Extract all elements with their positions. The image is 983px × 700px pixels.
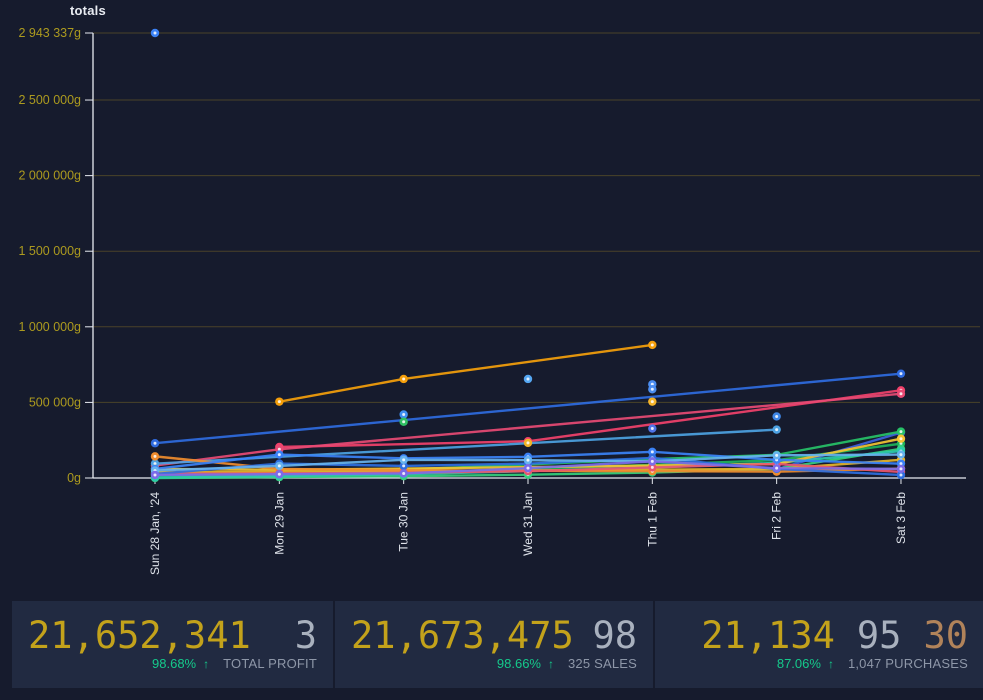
data-point-center bbox=[526, 377, 530, 381]
data-point-center bbox=[402, 458, 406, 462]
data-point-center bbox=[775, 453, 779, 457]
money-value: 21,134 95 30 bbox=[671, 613, 968, 657]
gold-amount: 21,652,341 bbox=[28, 613, 251, 657]
up-arrow-icon: ↑ bbox=[547, 656, 554, 671]
up-arrow-icon: ↑ bbox=[203, 656, 210, 671]
y-axis-label: 0g bbox=[67, 471, 81, 485]
series-line-blue-main[interactable] bbox=[153, 372, 903, 445]
data-point-center bbox=[402, 464, 406, 468]
y-axis-label: 2 943 337g bbox=[18, 26, 81, 40]
data-point-center bbox=[650, 450, 654, 454]
money-value: 21,673,475 98 bbox=[351, 613, 637, 657]
data-point-center bbox=[153, 473, 157, 477]
stat-panel-total-profit: 21,652,341 3 98.68% ↑ TOTAL PROFIT bbox=[12, 601, 333, 688]
data-point-center bbox=[650, 343, 654, 347]
copper-amount: 30 bbox=[923, 613, 968, 657]
data-point-center bbox=[775, 428, 779, 432]
x-axis-label: Fri 2 Feb bbox=[770, 492, 784, 540]
gold-amount: 21,134 bbox=[701, 613, 835, 657]
data-point-center bbox=[277, 447, 281, 451]
data-point-center bbox=[650, 465, 654, 469]
series-line-orange-main[interactable] bbox=[278, 343, 654, 403]
data-point-center bbox=[153, 454, 157, 458]
silver-amount: 3 bbox=[294, 613, 317, 657]
stat-subline: 87.06% ↑ 1,047 PURCHASES bbox=[671, 656, 968, 671]
y-axis-label: 1 500 000g bbox=[18, 244, 81, 258]
data-point-center bbox=[650, 387, 654, 391]
totals-chart[interactable]: 2 943 337g 2 500 000g 2 000 000g 1 500 000g… bbox=[0, 0, 983, 596]
data-point-center bbox=[153, 441, 157, 445]
stats-row: 21,652,341 3 98.68% ↑ TOTAL PROFIT 21,67… bbox=[12, 601, 983, 688]
data-point-center bbox=[277, 464, 281, 468]
data-point-center bbox=[526, 441, 530, 445]
data-point-center bbox=[526, 466, 530, 470]
data-point-center bbox=[402, 377, 406, 381]
up-arrow-icon: ↑ bbox=[827, 656, 834, 671]
x-axis-label: Thu 1 Feb bbox=[645, 492, 659, 547]
series-line-crimson-a[interactable] bbox=[278, 389, 903, 449]
data-point-center bbox=[650, 400, 654, 404]
data-point-center bbox=[277, 453, 281, 457]
stat-label: TOTAL PROFIT bbox=[223, 656, 317, 672]
data-point-center bbox=[650, 459, 654, 463]
x-axis-label: Sat 3 Feb bbox=[894, 492, 908, 544]
y-axis-label: 2 000 000g bbox=[18, 169, 81, 183]
x-axis-label: Wed 31 Jan bbox=[521, 492, 535, 556]
data-point-center bbox=[899, 453, 903, 457]
y-axis-label: 1 000 000g bbox=[18, 320, 81, 334]
data-point-center bbox=[153, 462, 157, 466]
data-point-center bbox=[277, 472, 281, 476]
silver-amount: 95 bbox=[856, 613, 902, 657]
data-point-center bbox=[402, 471, 406, 475]
data-point-center bbox=[402, 413, 406, 417]
data-point-center bbox=[402, 420, 406, 424]
percent-change: 98.68% bbox=[152, 656, 197, 672]
y-axis-label: 2 500 000g bbox=[18, 93, 81, 107]
data-point-center bbox=[650, 427, 654, 431]
x-axis-label: Mon 29 Jan bbox=[272, 492, 286, 555]
data-point-center bbox=[277, 400, 281, 404]
data-point-center bbox=[899, 467, 903, 471]
data-point-center bbox=[899, 392, 903, 396]
data-point-center bbox=[775, 414, 779, 418]
stat-panel-purchases: 21,134 95 30 87.06% ↑ 1,047 PURCHASES bbox=[655, 601, 983, 688]
stat-panel-sales: 21,673,475 98 98.66% ↑ 325 SALES bbox=[335, 601, 653, 688]
gold-amount: 21,673,475 bbox=[351, 613, 574, 657]
data-point-center bbox=[899, 442, 903, 446]
stat-subline: 98.66% ↑ 325 SALES bbox=[351, 656, 637, 671]
silver-amount: 98 bbox=[592, 613, 637, 657]
data-point-center bbox=[899, 430, 903, 434]
stat-label: 325 SALES bbox=[567, 656, 637, 672]
data-point-center bbox=[153, 31, 157, 35]
y-axis-label: 500 000g bbox=[29, 395, 81, 409]
x-axis-label: Tue 30 Jan bbox=[397, 492, 411, 552]
data-point-center bbox=[775, 466, 779, 470]
data-point-center bbox=[526, 458, 530, 462]
data-point-center bbox=[899, 462, 903, 466]
percent-change: 98.66% bbox=[496, 656, 541, 672]
data-point-center bbox=[899, 473, 903, 477]
chart-title: totals bbox=[70, 3, 106, 18]
percent-change: 87.06% bbox=[776, 656, 821, 672]
data-point-center bbox=[650, 382, 654, 386]
data-point-center bbox=[899, 437, 903, 441]
money-value: 21,652,341 3 bbox=[28, 613, 317, 657]
stat-subline: 98.68% ↑ TOTAL PROFIT bbox=[28, 656, 317, 671]
stat-label: 1,047 PURCHASES bbox=[847, 656, 968, 672]
x-axis-label: Sun 28 Jan, '24 bbox=[148, 492, 162, 575]
data-point-center bbox=[899, 372, 903, 376]
